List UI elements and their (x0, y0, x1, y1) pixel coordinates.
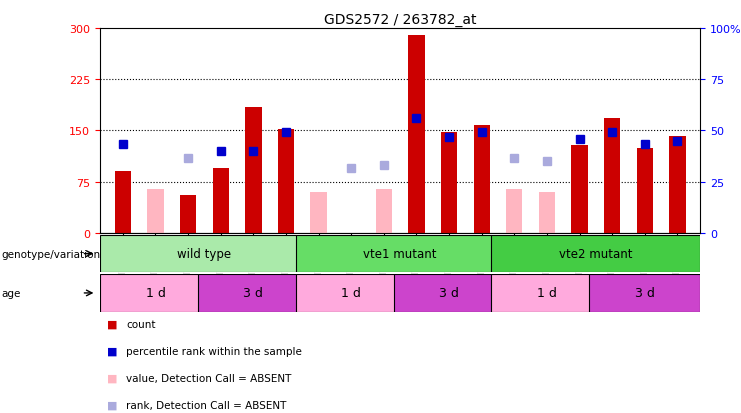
Text: 1 d: 1 d (537, 287, 557, 300)
Bar (245, 107, 262, 233)
Bar (604, 119, 620, 233)
Bar (491, 275, 602, 312)
Bar (408, 36, 425, 233)
Text: 3 d: 3 d (439, 287, 459, 300)
Bar (589, 275, 700, 312)
Text: rank, Detection Call = ABSENT: rank, Detection Call = ABSENT (126, 400, 286, 410)
Text: genotype/variation: genotype/variation (1, 249, 101, 259)
Bar (180, 196, 196, 233)
Text: 1 d: 1 d (145, 287, 165, 300)
Bar (100, 235, 309, 273)
Bar (278, 130, 294, 233)
Bar (539, 192, 555, 233)
Text: wild type: wild type (177, 247, 231, 261)
Bar (147, 189, 164, 233)
Text: 3 d: 3 d (635, 287, 655, 300)
Text: ■: ■ (107, 373, 118, 383)
Bar (376, 189, 392, 233)
Text: ■: ■ (107, 346, 118, 356)
Text: age: age (1, 288, 21, 298)
Title: GDS2572 / 263782_at: GDS2572 / 263782_at (324, 12, 476, 26)
Text: percentile rank within the sample: percentile rank within the sample (126, 346, 302, 356)
Bar (310, 192, 327, 233)
Text: ■: ■ (107, 319, 118, 329)
Text: 1 d: 1 d (342, 287, 361, 300)
Text: 3 d: 3 d (243, 287, 263, 300)
Bar (669, 137, 685, 233)
Text: ■: ■ (107, 400, 118, 410)
Text: vte1 mutant: vte1 mutant (363, 247, 437, 261)
Text: count: count (126, 319, 156, 329)
Bar (637, 148, 653, 233)
Bar (393, 275, 505, 312)
Bar (571, 146, 588, 233)
Bar (296, 235, 505, 273)
Text: value, Detection Call = ABSENT: value, Detection Call = ABSENT (126, 373, 291, 383)
Bar (213, 169, 229, 233)
Bar (198, 275, 309, 312)
Bar (506, 189, 522, 233)
Bar (473, 126, 490, 233)
Bar (296, 275, 407, 312)
Bar (100, 275, 211, 312)
Bar (115, 172, 131, 233)
Text: vte2 mutant: vte2 mutant (559, 247, 633, 261)
Bar (491, 235, 700, 273)
Bar (441, 133, 457, 233)
